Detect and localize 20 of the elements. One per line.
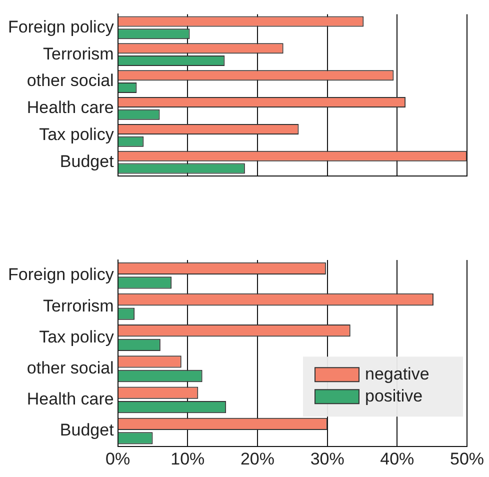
x-tick-label: 0% [106, 449, 130, 468]
y-tick-label: Health care [26, 98, 114, 118]
y-tick-label: other social [26, 71, 114, 90]
y-tick-label: Budget [60, 152, 114, 172]
legend-label: negative [365, 364, 430, 384]
y-tick-label: Budget [60, 420, 114, 440]
y-tick-label: Tax policy [39, 327, 114, 346]
y-tick-label: Foreign policy [8, 17, 114, 36]
y-tick-label: Terrorism [42, 296, 114, 316]
legend-label: positive [365, 386, 423, 406]
x-tick-label: 30% [310, 449, 344, 468]
x-tick-label: 50% [450, 449, 484, 468]
y-tick-label: Health care [26, 390, 114, 409]
y-tick-label: Tax policy [39, 125, 114, 144]
x-tick-label: 40% [380, 449, 414, 468]
x-tick-label: 10% [170, 449, 205, 468]
x-tick-label: 20% [240, 449, 275, 468]
y-tick-label: other social [26, 358, 114, 378]
y-tick-label: Terrorism [42, 44, 114, 64]
y-tick-label: Foreign policy [8, 265, 114, 284]
